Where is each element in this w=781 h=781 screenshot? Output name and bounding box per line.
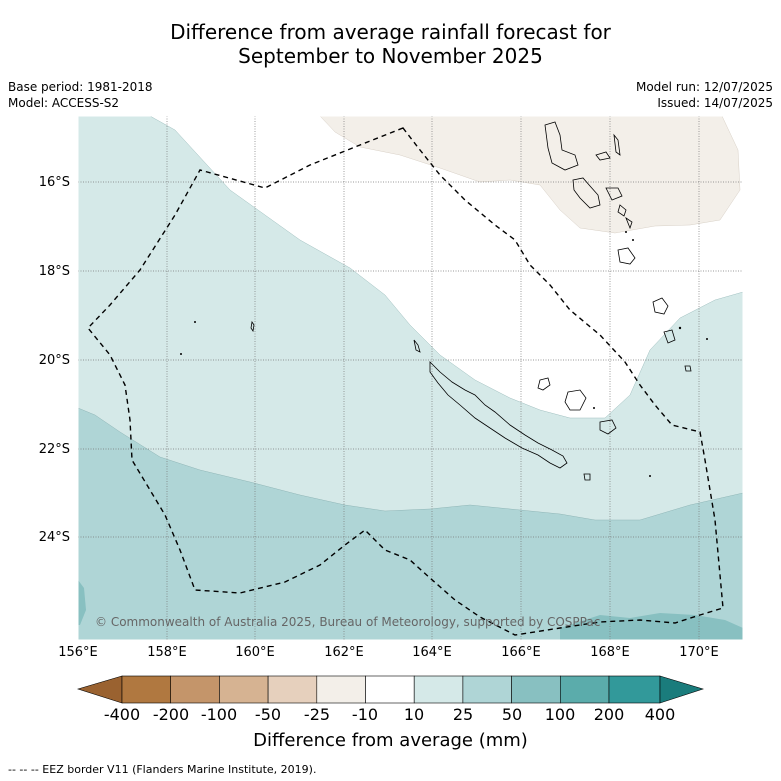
new-caledonia-coast bbox=[429, 361, 568, 469]
colorbar-segment-4 bbox=[267, 675, 318, 704]
eez-border bbox=[87, 127, 724, 636]
colorbar-tick: -25 bbox=[303, 705, 331, 724]
colorbar-label: Difference from average (mm) bbox=[253, 730, 528, 751]
lon-label-170e: 170°E bbox=[679, 645, 719, 660]
rain-band-dry-north bbox=[319, 116, 741, 234]
map-title: Difference from average rainfall forecas… bbox=[0, 20, 781, 68]
loyalty-island-mare-coast bbox=[599, 419, 617, 435]
base-period: Base period: 1981-2018 bbox=[8, 80, 153, 94]
grid-lines bbox=[78, 116, 743, 640]
meta-left: Base period: 1981-2018 Model: ACCESS-S2 bbox=[8, 79, 153, 111]
vanuatu-maewo-coast bbox=[613, 133, 621, 156]
model-run: Model run: 12/07/2025 bbox=[635, 80, 773, 94]
lon-label-158e: 158°E bbox=[147, 645, 187, 660]
colorbar-tick: -10 bbox=[351, 705, 379, 724]
reef-dots bbox=[180, 231, 708, 477]
vanuatu-efate-coast bbox=[617, 247, 636, 265]
lon-label-160e: 160°E bbox=[235, 645, 275, 660]
colorbar-tick: 100 bbox=[544, 705, 576, 724]
colorbar-extend-high bbox=[659, 675, 705, 704]
lat-label-16s: 16°S bbox=[38, 175, 70, 190]
colorbar-tick: 10 bbox=[403, 705, 425, 724]
colorbar-segment-1 bbox=[121, 675, 172, 704]
lon-label-156e: 156°E bbox=[58, 645, 98, 660]
vanuatu-malakula-coast bbox=[572, 177, 601, 209]
lon-label-162e: 162°E bbox=[324, 645, 364, 660]
colorbar-tick: -400 bbox=[103, 705, 141, 724]
isle-of-pines-coast bbox=[583, 473, 591, 481]
walpole-island-coast bbox=[684, 365, 692, 372]
colorbar-segment-10 bbox=[559, 675, 610, 704]
colorbar-segment-8 bbox=[462, 675, 512, 704]
belep-islands-coast bbox=[413, 339, 421, 353]
colorbar-segment-6 bbox=[365, 675, 415, 704]
chesterfield-islet-coast bbox=[250, 320, 255, 333]
colorbar-tick: 50 bbox=[501, 705, 523, 724]
colorbar-tick: -50 bbox=[254, 705, 282, 724]
lat-label-18s: 18°S bbox=[38, 264, 70, 279]
lat-label-22s: 22°S bbox=[38, 442, 70, 457]
colorbar-segment-11 bbox=[608, 675, 661, 704]
colorbar-segment-3 bbox=[219, 675, 269, 704]
colorbar-segment-9 bbox=[511, 675, 561, 704]
vanuatu-espiritu-santo-coast bbox=[544, 121, 579, 171]
colorbar-tick: -100 bbox=[200, 705, 238, 724]
model-name: Model: ACCESS-S2 bbox=[8, 96, 120, 110]
map-frame bbox=[77, 115, 744, 641]
lon-label-168e: 168°E bbox=[590, 645, 630, 660]
meta-right: Model run: 12/07/2025 Issued: 14/07/2025 bbox=[636, 79, 773, 111]
colorbar-tick: 400 bbox=[644, 705, 676, 724]
loyalty-island-lifou-coast bbox=[564, 389, 587, 411]
vanuatu-pentecost-coast bbox=[605, 187, 623, 201]
vanuatu-small-islands-coast bbox=[617, 204, 633, 230]
issued-date: Issued: 14/07/2025 bbox=[657, 96, 773, 110]
lon-label-164e: 164°E bbox=[412, 645, 452, 660]
colorbar-tick: -200 bbox=[152, 705, 190, 724]
loyalty-island-ouvea-coast bbox=[537, 377, 551, 391]
vanuatu-tanna-coast bbox=[652, 297, 669, 315]
vanuatu-ambae-coast bbox=[595, 151, 611, 161]
lon-label-166e: 166°E bbox=[501, 645, 541, 660]
colorbar-segment-2 bbox=[170, 675, 220, 704]
rain-band-50-100-south bbox=[560, 613, 743, 640]
rain-band-50-100-west bbox=[78, 580, 86, 625]
colorbar bbox=[76, 675, 705, 704]
map-area: © Commonwealth of Australia 2025, Bureau… bbox=[78, 116, 743, 640]
colorbar-tick: 25 bbox=[452, 705, 474, 724]
eez-legend-footer: -- -- -- EEZ border V11 (Flanders Marine… bbox=[8, 763, 317, 776]
colorbar-segment-7 bbox=[413, 675, 464, 704]
title-line-1: Difference from average rainfall forecas… bbox=[170, 20, 611, 44]
colorbar-segment-5 bbox=[316, 675, 366, 704]
lat-label-24s: 24°S bbox=[38, 530, 70, 545]
title-line-2: September to November 2025 bbox=[238, 44, 543, 68]
copyright-notice: © Commonwealth of Australia 2025, Bureau… bbox=[95, 615, 600, 629]
vanuatu-aneityum-coast bbox=[663, 329, 676, 344]
colorbar-tick: 200 bbox=[593, 705, 625, 724]
lat-label-20s: 20°S bbox=[38, 353, 70, 368]
colorbar-extend-low bbox=[76, 675, 123, 704]
coastlines bbox=[250, 121, 692, 481]
